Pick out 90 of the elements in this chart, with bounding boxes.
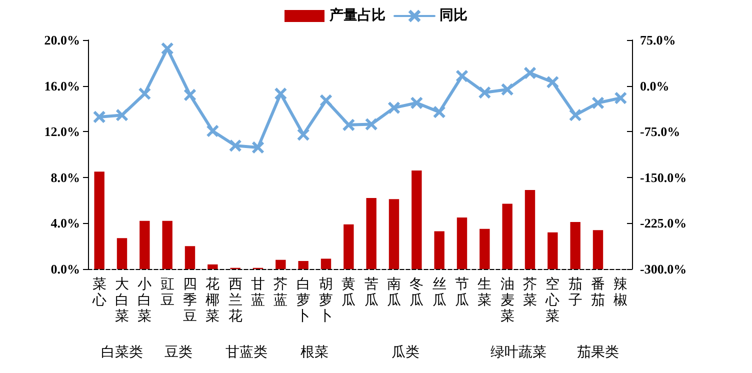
x-tick-label: 白萝卜 <box>296 276 310 324</box>
bar <box>480 228 490 269</box>
x-tick-label: 豇豆 <box>160 278 174 308</box>
x-tick-label: 菜心 <box>91 276 106 308</box>
point <box>478 86 490 98</box>
x-tick-label: 油麦菜 <box>500 276 514 324</box>
bar <box>298 260 308 269</box>
point <box>230 140 242 152</box>
point <box>298 128 310 140</box>
text: 绿叶蔬菜 <box>490 344 547 360</box>
bar <box>116 238 128 269</box>
x-tick-label: 生菜 <box>478 276 492 308</box>
y2-tick-label: 0.0% <box>640 78 670 94</box>
x-tick-label: 空心菜 <box>544 276 560 324</box>
text: 豆类 <box>164 344 193 360</box>
y2-tick-label: -75.0% <box>640 124 680 140</box>
point <box>342 119 354 131</box>
bar <box>570 222 580 269</box>
point <box>570 109 582 121</box>
point <box>274 88 286 100</box>
y2-tick-label: -150.0% <box>640 170 687 185</box>
x-tick-label: 苦瓜 <box>364 276 378 308</box>
y2-tick-label: 75.0% <box>640 32 676 48</box>
x-tick-label: 芥蓝 <box>274 276 288 308</box>
y-tick-label: 0.0% <box>50 262 80 276</box>
y2-tick-label: -300.0% <box>640 262 687 276</box>
bar <box>162 220 172 269</box>
bar <box>502 204 512 269</box>
text: 茄果类 <box>577 344 619 360</box>
point <box>162 42 174 54</box>
x-tick-label: 小白菜 <box>138 276 152 324</box>
x-tick-label: 甘蓝 <box>251 276 265 308</box>
point <box>116 109 128 121</box>
bar <box>276 260 286 269</box>
bar <box>592 230 604 269</box>
point <box>206 125 218 137</box>
text: 瓜类 <box>391 344 420 360</box>
point <box>410 97 422 109</box>
y-tick-label: 4.0% <box>50 216 80 231</box>
y-tick-label: 16.0% <box>44 78 80 94</box>
x-tick-label: 黄瓜 <box>342 276 356 308</box>
bar <box>94 172 104 269</box>
x-tick-label: 南瓜 <box>387 276 401 308</box>
bar <box>208 264 218 269</box>
point <box>138 88 150 100</box>
legend-label: 产量占比 <box>328 6 386 24</box>
point <box>388 102 400 114</box>
bar <box>434 231 444 269</box>
bar <box>412 170 422 269</box>
bar <box>366 198 376 269</box>
text: 白菜类 <box>101 344 143 360</box>
point <box>320 94 332 106</box>
y-tick-label: 8.0% <box>50 170 80 185</box>
bar <box>524 190 536 269</box>
y-tick-label: 20.0% <box>44 32 80 48</box>
x-tick-label: 冬瓜 <box>410 276 424 308</box>
bar <box>456 217 468 269</box>
x-tick-label: 芥菜 <box>523 276 537 308</box>
y-tick-label: 12.0% <box>44 124 80 140</box>
x-tick-label: 节瓜 <box>455 276 469 308</box>
legend-label: 同比 <box>440 8 468 24</box>
bar <box>548 232 558 269</box>
text: 根菜 <box>300 344 329 360</box>
x-tick-label: 茄子 <box>568 276 582 308</box>
point <box>94 111 106 123</box>
y2-tick-label: -225.0% <box>640 216 687 231</box>
point <box>546 76 558 88</box>
point <box>184 89 196 101</box>
point <box>524 67 536 79</box>
point <box>502 84 514 96</box>
x-tick-label: 四季豆 <box>183 278 197 324</box>
bar <box>140 220 150 269</box>
text: 甘蓝类 <box>226 344 268 360</box>
bar <box>184 246 196 269</box>
x-tick-label: 辣椒 <box>614 276 628 308</box>
x-tick-label: 花椰菜 <box>206 276 220 324</box>
x-tick-label: 丝瓜 <box>432 276 446 308</box>
x-tick-label: 大白菜 <box>115 276 129 324</box>
point <box>252 142 264 154</box>
point <box>366 118 378 130</box>
point <box>434 106 446 118</box>
x-tick-label: 番茄 <box>591 276 605 308</box>
bar <box>320 258 332 269</box>
x-tick-label: 西兰花 <box>228 278 242 324</box>
point <box>592 97 604 109</box>
x-tick-label: 胡萝卜 <box>319 276 333 324</box>
point <box>614 92 626 104</box>
point <box>456 70 468 82</box>
bar <box>344 224 354 269</box>
bar <box>388 199 400 269</box>
